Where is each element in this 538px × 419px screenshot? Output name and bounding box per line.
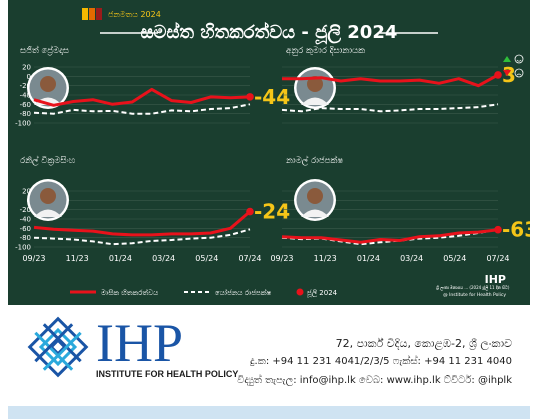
candidate-name: අනුර කුමාර දිසානායක — [286, 45, 366, 56]
down-arrow-icon — [503, 70, 511, 76]
photo-body — [34, 209, 62, 217]
flag-stripe-1 — [82, 8, 88, 20]
y-tick-label: -20 — [20, 82, 31, 90]
candidate-name: රනිල් වික්‍රමසිංහ — [20, 155, 76, 166]
panel-3: නාමල් රාජපක්ෂ -63 09/23 11/23 01/24 03/24 05/2… — [270, 155, 530, 263]
ihp-knot-icon — [27, 316, 89, 378]
ihp-logo: IHP INSTITUTE FOR HEALTH POLICY — [27, 313, 238, 379]
legend: මාසික හිතකරත්වය යෝජනය රාජපක්ෂ ජූලි 2024 … — [70, 273, 510, 298]
legend-label-3: ජූලි 2024 — [307, 289, 338, 298]
flag-stripe-3 — [96, 8, 102, 20]
legend-label-2: යෝජනය රාජපක්ෂ — [215, 289, 271, 297]
frown-icon — [514, 68, 524, 78]
candidate-photo — [27, 179, 69, 221]
white-series-line — [33, 228, 251, 246]
up-arrow-icon — [503, 56, 511, 62]
y-tick-label: 20 — [22, 64, 31, 72]
photo-head — [307, 76, 323, 92]
final-value-label: -24 — [254, 200, 290, 224]
y-tick-label: -100 — [15, 120, 31, 128]
x-tick-label: 09/23 — [270, 254, 293, 263]
final-point — [494, 225, 502, 234]
photo-body — [301, 97, 329, 105]
smile-icon — [514, 54, 524, 64]
web-text[interactable]: විද්‍යුත් තැපැල: info@ihp.lk වෙබ: www.ih… — [237, 375, 512, 386]
final-point — [246, 207, 254, 216]
y-tick-label: -40 — [20, 216, 31, 224]
y-tick-label: -80 — [20, 110, 31, 118]
final-value-label: -63 — [502, 218, 530, 242]
panel-brand: IHP — [485, 273, 506, 286]
candidate-photo — [27, 67, 69, 109]
candidate-name: සජිත් ප්‍රේමදාස — [20, 45, 70, 56]
candidate-name: නාමල් රාජපක්ෂ — [286, 155, 343, 166]
candidate-photo — [294, 179, 336, 221]
header-badge: ජනමතය 2024 — [108, 10, 161, 19]
red-series-line — [281, 228, 499, 244]
legend-label-1: මාසික හිතකරත්වය — [101, 289, 158, 297]
source-note: ශ්‍රී ලංකා මනාපය ... (2024 ජූලි 11 දින ස… — [436, 285, 510, 291]
red-series-line — [33, 210, 251, 237]
legend-red-dot — [296, 288, 304, 296]
panel-1: අනුර කුමාර දිසානායක 3 — [281, 45, 516, 124]
x-tick-label: 03/24 — [152, 254, 175, 263]
white-series-line — [281, 103, 499, 113]
y-tick-label: 0 — [27, 73, 31, 81]
y-tick-label: -80 — [20, 234, 31, 242]
ihp-logo-text: IHP — [96, 313, 183, 373]
x-tick-label: 05/24 — [195, 254, 218, 263]
footer-strip — [8, 406, 530, 419]
y-tick-label: -20 — [20, 206, 31, 214]
y-tick-label: -60 — [20, 225, 31, 233]
white-series-line — [33, 103, 251, 115]
chart-panel: ජනමතය 2024 සමස්ත හිතකරත්වය - ජූලි 2024 2… — [8, 0, 530, 305]
page-title: සමස්ත හිතකරත්වය - ජූලි 2024 — [141, 21, 398, 45]
final-value-label: -44 — [254, 85, 290, 109]
x-tick-label: 03/24 — [400, 254, 423, 263]
panel-0: 200-20 -40-60-80 -100 සජිත් ප්‍රේමදාස -44 — [15, 45, 290, 128]
trend-indicator — [503, 54, 524, 78]
address-text: 72, පාර්ක් විදිය, කොළඹ-2, ශ්‍රී ලංකාව — [335, 337, 512, 350]
flag-stripe-2 — [89, 8, 95, 20]
final-point — [246, 93, 254, 101]
x-tick-label: 11/23 — [314, 254, 337, 263]
phone-text: දු.ක: +94 11 231 4041/2/3/5 ෆැක්ස්: +94 … — [250, 356, 512, 367]
photo-head — [40, 188, 56, 204]
x-tick-label: 11/23 — [66, 254, 89, 263]
x-tick-label: 09/23 — [22, 254, 45, 263]
y-tick-label: -100 — [15, 244, 31, 252]
y-tick-label: 20 — [22, 188, 31, 196]
x-tick-label: 01/24 — [109, 254, 132, 263]
y-tick-label: -60 — [20, 101, 31, 109]
x-tick-label: 07/24 — [238, 254, 261, 263]
candidate-photo — [294, 67, 336, 109]
red-series-line — [33, 87, 251, 107]
final-value-label: 3 — [502, 63, 516, 87]
ihp-logo-sub: INSTITUTE FOR HEALTH POLICY — [96, 369, 238, 379]
red-series-line — [282, 73, 499, 88]
photo-body — [301, 209, 329, 217]
footer: IHP INSTITUTE FOR HEALTH POLICY 72, පාර්… — [8, 305, 530, 419]
header: ජනමතය 2024 සමස්ත හිතකරත්වය - ජූලි 2024 — [82, 8, 438, 44]
photo-head — [40, 76, 56, 92]
final-point — [494, 71, 502, 79]
x-tick-label: 01/24 — [357, 254, 380, 263]
x-tick-label: 05/24 — [443, 254, 466, 263]
photo-head — [307, 188, 323, 204]
panel-brand-sub: @ Institute for Health Policy — [443, 292, 506, 298]
y-tick-label: -40 — [20, 92, 31, 100]
x-tick-label: 07/24 — [486, 254, 509, 263]
chart-svg: ජනමතය 2024 සමස්ත හිතකරත්වය - ජූලි 2024 2… — [15, 8, 530, 298]
